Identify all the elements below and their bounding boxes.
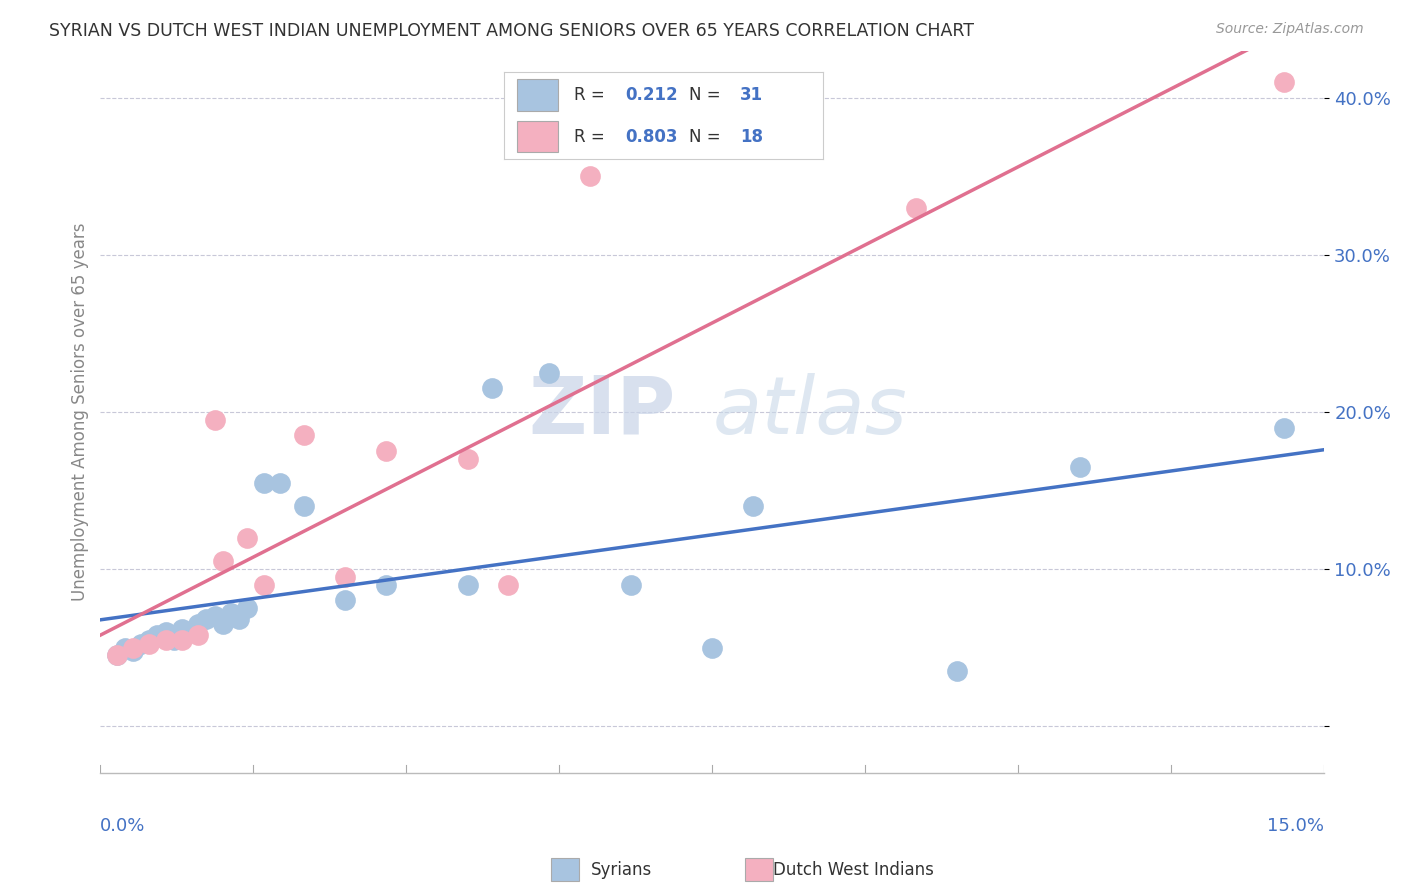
Point [702,640,724,655]
Point [292,499,315,513]
Point [538,366,561,380]
Text: atlas: atlas [713,373,907,451]
Point [129,637,152,651]
Point [333,593,356,607]
Point [204,413,226,427]
Text: Dutch West Indians: Dutch West Indians [773,861,934,879]
Point [620,578,643,592]
Point [179,624,201,639]
Point [105,648,128,663]
Point [187,628,209,642]
Point [742,499,765,513]
Point [236,531,259,545]
Point [114,640,136,655]
Text: 0.0%: 0.0% [100,816,146,835]
Point [1272,420,1295,434]
Point [375,578,398,592]
Y-axis label: Unemployment Among Seniors over 65 years: Unemployment Among Seniors over 65 years [72,223,89,601]
Point [204,609,226,624]
Point [333,570,356,584]
Point [1272,75,1295,89]
Point [211,617,233,632]
Point [457,578,479,592]
Point [236,601,259,615]
Point [163,632,186,647]
Point [195,612,218,626]
Point [375,444,398,458]
Point [498,578,520,592]
Point [211,554,233,568]
Text: 15.0%: 15.0% [1267,816,1324,835]
Point [269,475,291,490]
Point [905,201,928,215]
Text: SYRIAN VS DUTCH WEST INDIAN UNEMPLOYMENT AMONG SENIORS OVER 65 YEARS CORRELATION: SYRIAN VS DUTCH WEST INDIAN UNEMPLOYMENT… [49,22,974,40]
Point [457,452,479,467]
Point [219,606,242,620]
Point [146,628,169,642]
Point [1069,459,1091,474]
Point [170,632,193,647]
Text: Syrians: Syrians [591,861,652,879]
Point [252,578,274,592]
Point [946,664,969,678]
Point [170,622,193,636]
Point [228,612,250,626]
Point [105,648,128,663]
Point [579,169,602,184]
Point [138,637,160,651]
Text: Source: ZipAtlas.com: Source: ZipAtlas.com [1216,22,1364,37]
Point [252,475,274,490]
Point [122,640,145,655]
Point [155,632,177,647]
Text: ZIP: ZIP [529,373,676,451]
Point [187,617,209,632]
Point [138,632,160,647]
Point [155,624,177,639]
Point [122,643,145,657]
Point [292,428,315,442]
Point [481,381,503,395]
